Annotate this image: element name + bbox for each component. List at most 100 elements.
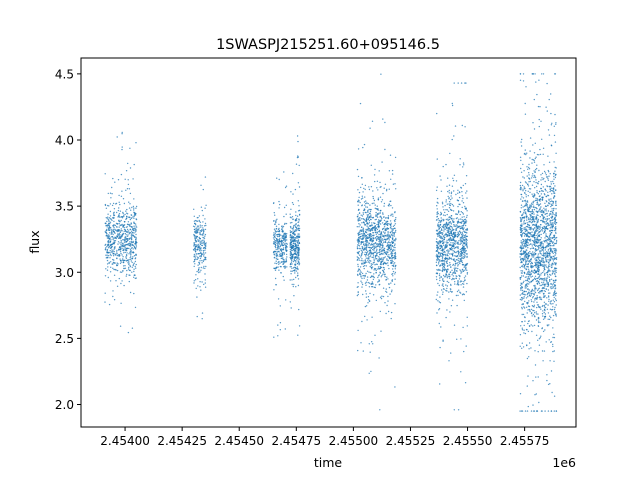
data-point [534, 157, 536, 160]
data-point [450, 191, 453, 193]
data-point [129, 241, 131, 243]
data-point [374, 334, 376, 336]
data-point [550, 205, 552, 208]
data-point [370, 247, 372, 249]
data-point [538, 278, 541, 281]
data-point [387, 310, 390, 313]
data-point [548, 214, 550, 217]
data-point [357, 214, 359, 216]
data-point [385, 228, 387, 230]
data-point [200, 266, 202, 269]
data-point [456, 275, 458, 278]
data-point [369, 229, 371, 232]
data-point [362, 213, 365, 215]
data-point [547, 271, 549, 274]
data-point [363, 201, 366, 203]
data-point [196, 245, 198, 248]
data-point [360, 243, 362, 245]
data-point [194, 223, 197, 225]
data-point [194, 279, 197, 281]
data-point [132, 252, 135, 254]
data-point [128, 269, 131, 272]
data-point [132, 264, 134, 267]
data-point [289, 245, 291, 247]
data-point [387, 232, 389, 234]
data-point [538, 282, 541, 285]
data-point [528, 168, 531, 170]
data-point [460, 253, 462, 255]
data-point [533, 208, 536, 211]
data-point [391, 264, 394, 267]
data-point [133, 255, 136, 257]
data-point [193, 208, 195, 210]
data-point [368, 253, 370, 255]
data-point [524, 287, 526, 289]
data-point [555, 213, 557, 215]
data-point [290, 307, 292, 309]
data-point [466, 325, 468, 327]
data-point [124, 230, 127, 232]
data-point [291, 247, 293, 249]
data-point [369, 256, 371, 258]
data-point [383, 257, 385, 259]
data-point [274, 229, 276, 232]
data-point [522, 313, 525, 316]
data-point [107, 204, 109, 207]
data-point [125, 170, 128, 172]
data-point [297, 200, 299, 202]
data-point [371, 234, 373, 237]
data-point [528, 305, 531, 308]
data-point [550, 124, 553, 126]
data-point [436, 242, 439, 244]
data-point [376, 263, 378, 266]
data-point [465, 241, 467, 243]
data-point [193, 242, 195, 244]
data-point [116, 269, 119, 272]
data-point [536, 296, 539, 299]
data-point [375, 211, 377, 214]
data-point [118, 194, 120, 197]
data-point [109, 203, 112, 205]
data-point [376, 243, 378, 245]
data-point [523, 210, 525, 212]
data-point [129, 147, 131, 149]
data-point [461, 235, 463, 237]
data-point [291, 270, 293, 272]
data-point [202, 251, 205, 253]
data-point [382, 259, 384, 261]
data-point [534, 187, 536, 189]
data-point [366, 243, 368, 245]
data-point [464, 223, 466, 225]
data-point [555, 304, 557, 306]
data-point [466, 269, 468, 271]
data-point [449, 230, 451, 232]
data-point [116, 254, 119, 257]
data-point [524, 241, 526, 243]
data-point [538, 244, 540, 247]
data-point [122, 232, 125, 235]
data-point [281, 228, 283, 230]
data-point [550, 222, 552, 224]
data-point [200, 269, 202, 271]
data-point [551, 284, 554, 286]
data-point [367, 226, 369, 228]
data-point [442, 224, 445, 226]
data-point [125, 210, 127, 212]
data-point [293, 278, 295, 281]
data-point [296, 225, 299, 227]
data-point [450, 238, 452, 240]
data-point [453, 324, 456, 326]
data-point [364, 204, 366, 206]
data-point [383, 272, 385, 274]
data-point [525, 182, 528, 184]
data-point [298, 233, 300, 235]
data-point [280, 266, 282, 268]
data-point [523, 228, 525, 231]
data-point [202, 260, 205, 263]
data-point [554, 216, 556, 219]
data-point [391, 258, 393, 260]
data-point [386, 259, 388, 261]
data-point [199, 241, 201, 244]
data-point [388, 188, 390, 190]
data-point [390, 178, 392, 180]
